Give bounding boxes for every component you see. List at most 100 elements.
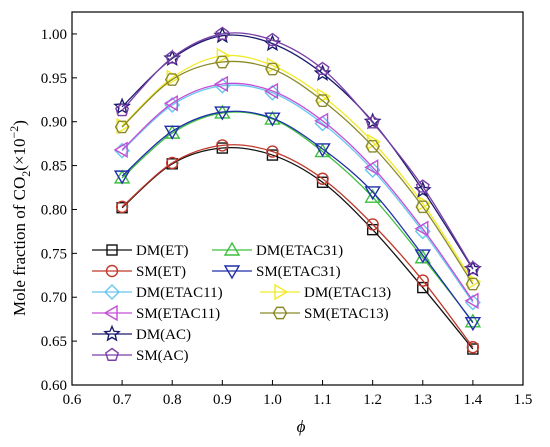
legend-label: DM(ETAC31) <box>256 243 343 259</box>
series-sm-etac13 <box>114 55 481 291</box>
data-point <box>264 82 279 100</box>
data-point <box>416 274 429 287</box>
y-tick-label: 0.95 <box>41 71 67 87</box>
legend-item: DM(ETAC31) <box>212 241 343 259</box>
data-point <box>264 112 281 127</box>
series-dm-ac <box>113 26 482 277</box>
legend-marker <box>104 284 120 300</box>
x-tick-label: 0.9 <box>213 392 232 408</box>
data-point <box>215 55 230 69</box>
y-tick-label: 0.80 <box>41 202 67 218</box>
data-point <box>415 179 430 193</box>
y-axis-title-superscript: −2 <box>7 126 21 139</box>
x-tick-label: 1.4 <box>464 392 483 408</box>
data-point <box>116 117 131 135</box>
y-tick-label: 0.75 <box>41 246 67 262</box>
data-point <box>314 112 329 130</box>
legend-marker <box>103 324 121 342</box>
legend-marker <box>223 265 241 280</box>
legend-label: DM(ETAC11) <box>136 285 223 301</box>
legend-item: SM(AC) <box>92 347 189 364</box>
data-point <box>414 249 431 264</box>
legend-item: SM(ETAC31) <box>212 264 341 280</box>
plot-frame <box>71 11 524 386</box>
data-point <box>163 95 178 112</box>
data-point <box>266 145 279 158</box>
legend-label: DM(ETAC13) <box>304 285 391 301</box>
legend: DM(ET) DM(ETAC31) SM(ET) SM(ETAC31) DM(ETAC1… <box>92 241 391 364</box>
series-line <box>121 82 474 302</box>
legend-label: SM(AC) <box>136 348 189 364</box>
legend-marker <box>272 306 288 320</box>
data-point <box>166 156 179 170</box>
series-sm-ac <box>115 26 480 275</box>
data-point <box>315 94 330 107</box>
legend-marker <box>223 241 241 256</box>
x-tick-label: 1.5 <box>514 392 533 408</box>
series-line <box>121 84 474 303</box>
series-line <box>121 144 474 348</box>
data-point <box>216 139 229 152</box>
data-point <box>364 159 379 176</box>
data-point <box>113 170 131 185</box>
x-axis-title: ϕ <box>297 417 306 436</box>
y-axis-title-text: Mole fraction of CO2(×10−2) <box>7 120 33 316</box>
data-point <box>365 115 380 129</box>
x-tick-label: 1.3 <box>413 392 432 408</box>
y-axis-title-main: Mole fraction of CO <box>10 177 29 316</box>
y-axis-title-paren-close: ) <box>10 120 29 126</box>
legend-label: SM(ETAC31) <box>256 264 341 280</box>
y-tick-label: 0.65 <box>41 334 67 350</box>
data-point <box>314 143 331 158</box>
series-sm-etac31 <box>113 106 482 332</box>
legend-marker <box>104 347 120 361</box>
legend-marker <box>103 304 118 322</box>
x-tick-label: 0.7 <box>113 392 132 408</box>
legend-label: DM(ET) <box>136 243 189 259</box>
data-point <box>465 260 480 275</box>
legend-item: SM(ETAC13) <box>260 306 389 322</box>
data-point <box>366 218 379 231</box>
y-tick-label: 0.85 <box>41 159 67 175</box>
legend-item: DM(ETAC13) <box>260 283 391 301</box>
y-axis-title: Mole fraction of CO2(×10−2) <box>7 120 33 316</box>
data-point <box>364 186 381 201</box>
y-tick-label: 0.70 <box>41 290 67 306</box>
legend-item: DM(ETAC11) <box>92 284 223 301</box>
data-point <box>365 139 380 153</box>
data-point <box>415 200 431 214</box>
y-axis-title-paren-open: (×10 <box>10 138 29 170</box>
legend-item: SM(ET) <box>92 264 186 280</box>
data-point <box>115 200 129 214</box>
x-tick-label: 1.0 <box>263 392 282 408</box>
data-point <box>414 220 429 237</box>
legend-marker <box>106 244 118 256</box>
data-point <box>165 50 180 64</box>
data-point <box>316 172 329 185</box>
series-line <box>121 110 474 324</box>
data-point <box>265 62 280 76</box>
data-point <box>464 313 482 328</box>
data-point <box>213 75 229 93</box>
x-tick-label: 0.6 <box>63 392 82 408</box>
data-point <box>265 32 280 47</box>
legend-label: SM(ETAC13) <box>304 306 389 322</box>
data-point <box>114 120 130 134</box>
y-tick-label: 0.90 <box>41 115 67 131</box>
legend-item: DM(ET) <box>92 243 189 259</box>
data-point <box>214 106 231 121</box>
legend-marker <box>105 264 119 278</box>
x-tick-label: 0.8 <box>163 392 182 408</box>
data-point <box>216 47 231 65</box>
legend-marker <box>274 283 289 301</box>
series-line <box>121 34 474 270</box>
y-tick-label: 1.00 <box>41 27 67 43</box>
legend-label: DM(AC) <box>136 327 191 343</box>
data-point <box>465 277 481 291</box>
x-tick-label: 1.1 <box>313 392 332 408</box>
legend-label: SM(ET) <box>136 264 186 280</box>
legend-item: DM(AC) <box>92 324 191 343</box>
data-point <box>215 26 230 40</box>
